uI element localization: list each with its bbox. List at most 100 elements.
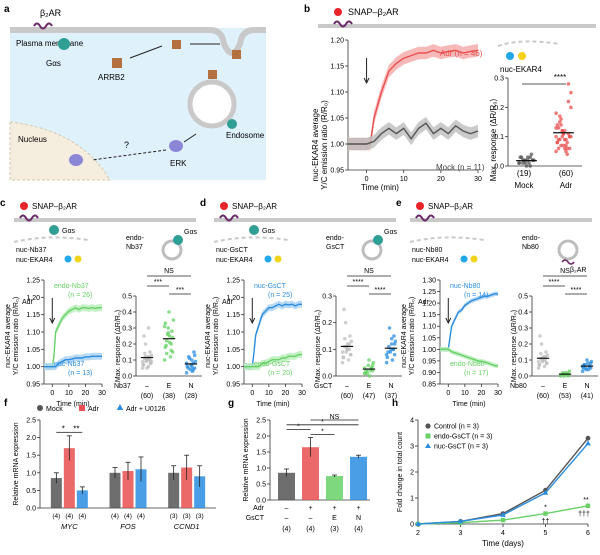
sensor-label-2: nuc-EKAR4 — [16, 257, 53, 264]
row-value: – — [285, 505, 289, 512]
n-count: (60) — [141, 393, 153, 400]
data-point — [168, 355, 173, 359]
y-tick-label: 1.5 — [26, 453, 36, 460]
ylabel-2: Y/C emission ratio (R/R₀) — [409, 297, 416, 375]
x-tick-label: 20 — [82, 390, 90, 397]
trace-top-n: (n = 25) — [268, 292, 292, 299]
data-point — [340, 360, 345, 365]
bar — [278, 472, 295, 500]
bar — [194, 476, 206, 508]
y-tick-label: 1.00 — [330, 142, 344, 149]
bar — [50, 478, 62, 508]
data-point — [588, 361, 593, 366]
x-tick-label: 20 — [437, 176, 445, 183]
data-point — [140, 359, 145, 364]
x-tick-label: 0 — [365, 176, 369, 183]
data-point — [542, 489, 549, 495]
trace-chart: 0.85 0.90 0.95 1.00 1.05 1.10 1.15 1.20 1.25 1.30… — [422, 278, 502, 398]
category-label: N — [388, 383, 393, 390]
data-point — [192, 350, 196, 354]
y-tick-label: 0.85 — [422, 382, 436, 389]
data-point — [523, 161, 528, 165]
panel-e: e SNAP–β₂ARendo-Nb80β₂ARnuc-Nb80nuc-EKAR4… — [396, 198, 598, 408]
adr-arrowhead-icon — [49, 317, 56, 325]
data-point — [389, 336, 394, 341]
data-point — [367, 358, 371, 362]
y-tick-label: 0.2 — [322, 320, 332, 327]
sig-label: * — [321, 428, 324, 435]
sig-label: * — [321, 419, 324, 426]
panel-label-b: b — [304, 4, 310, 15]
y-tick-label: 0.5 — [256, 482, 266, 489]
y-tick-label: 1.0 — [256, 466, 266, 473]
y-tick-label: 1.30 — [422, 278, 436, 285]
y-axis-label: Relative mRNA expression — [243, 418, 250, 501]
galpha-icon-2 — [173, 235, 183, 245]
category-label: E — [563, 383, 568, 390]
category-label: E — [167, 383, 172, 390]
y-tick-label: 0.2 — [494, 105, 504, 112]
category-label: N — [584, 383, 589, 390]
data-point — [186, 366, 190, 370]
dashed-arrow-icon — [91, 149, 167, 161]
data-point — [539, 351, 543, 356]
data-point — [583, 366, 588, 370]
y-tick-label: 0.0 — [122, 374, 132, 381]
adr-arrowhead-icon — [445, 317, 452, 325]
data-point — [554, 126, 558, 130]
panel-label-f: f — [4, 398, 8, 409]
ylabel-1: nuc-EKAR4 average — [5, 304, 12, 368]
adr-arrowhead-icon — [249, 317, 256, 325]
data-point — [143, 342, 148, 346]
trace-bottom-label: nuc-Nb37 — [54, 361, 84, 368]
x-tick-label: 10 — [65, 390, 73, 397]
y-tick-label: 0.95 — [226, 382, 240, 389]
data-point — [141, 363, 146, 367]
question-label: ? — [124, 140, 129, 150]
y-tick-label: 1.00 — [422, 347, 436, 354]
receptor-shape — [33, 22, 53, 30]
adr-arrowhead-icon — [363, 77, 370, 85]
n-count: (3) — [183, 513, 191, 520]
ylabel-2: Y/C emission ratio (R/R₀) — [213, 297, 220, 375]
data-point — [519, 155, 524, 159]
sig-label: NS — [330, 414, 340, 421]
sensor-yellow-icon — [274, 255, 282, 263]
y-tick-label: 1.20 — [330, 38, 344, 45]
data-point — [370, 363, 375, 368]
xlabel: Time (min) — [256, 401, 289, 408]
x-tick-label: 5 — [544, 530, 548, 537]
nuclear-envelope — [497, 40, 561, 47]
y-tick-label: 0.3 — [518, 326, 528, 333]
data-point — [148, 358, 152, 362]
sensor-label-1: nuc-Nb37 — [16, 247, 46, 254]
n-count: (38) — [163, 393, 175, 400]
data-point — [528, 164, 532, 168]
ylabel-1: nuc-EKAR4 average — [401, 304, 408, 368]
y-tick-label: 0.5 — [518, 294, 528, 301]
data-point — [562, 129, 567, 133]
scatter-chart: 0.0 0.1 0.2 0.3 0.4 0.5 — [518, 294, 598, 381]
receptor-icon-2 — [561, 259, 575, 265]
data-point — [387, 344, 391, 349]
n-count: (3) — [196, 513, 204, 520]
y-tick-label: 3 — [410, 444, 414, 451]
data-point — [384, 360, 389, 365]
sensor-yellow-icon — [518, 52, 526, 60]
legend-marker — [425, 423, 431, 429]
y-tick-label: 1.0 — [26, 470, 36, 477]
scatter-ylabel: Max. response (ΔR/R₀) — [115, 310, 122, 382]
construct-label: SNAP–β₂AR — [232, 202, 277, 211]
trace-top-label: nuc-GsCT — [254, 283, 287, 290]
data-point — [536, 359, 541, 364]
data-point — [565, 152, 569, 157]
y-tick-label: 1.00 — [226, 364, 240, 371]
data-point — [585, 435, 591, 441]
trace-top-n: (n = 26) — [68, 292, 92, 299]
receptor-icon — [333, 20, 353, 28]
sensor-cyan-icon — [64, 255, 72, 263]
data-point — [166, 331, 171, 335]
galpha-label: Gαs — [62, 228, 75, 235]
y-tick-label: 0.4 — [122, 310, 132, 317]
b-sig: **** — [554, 73, 566, 82]
